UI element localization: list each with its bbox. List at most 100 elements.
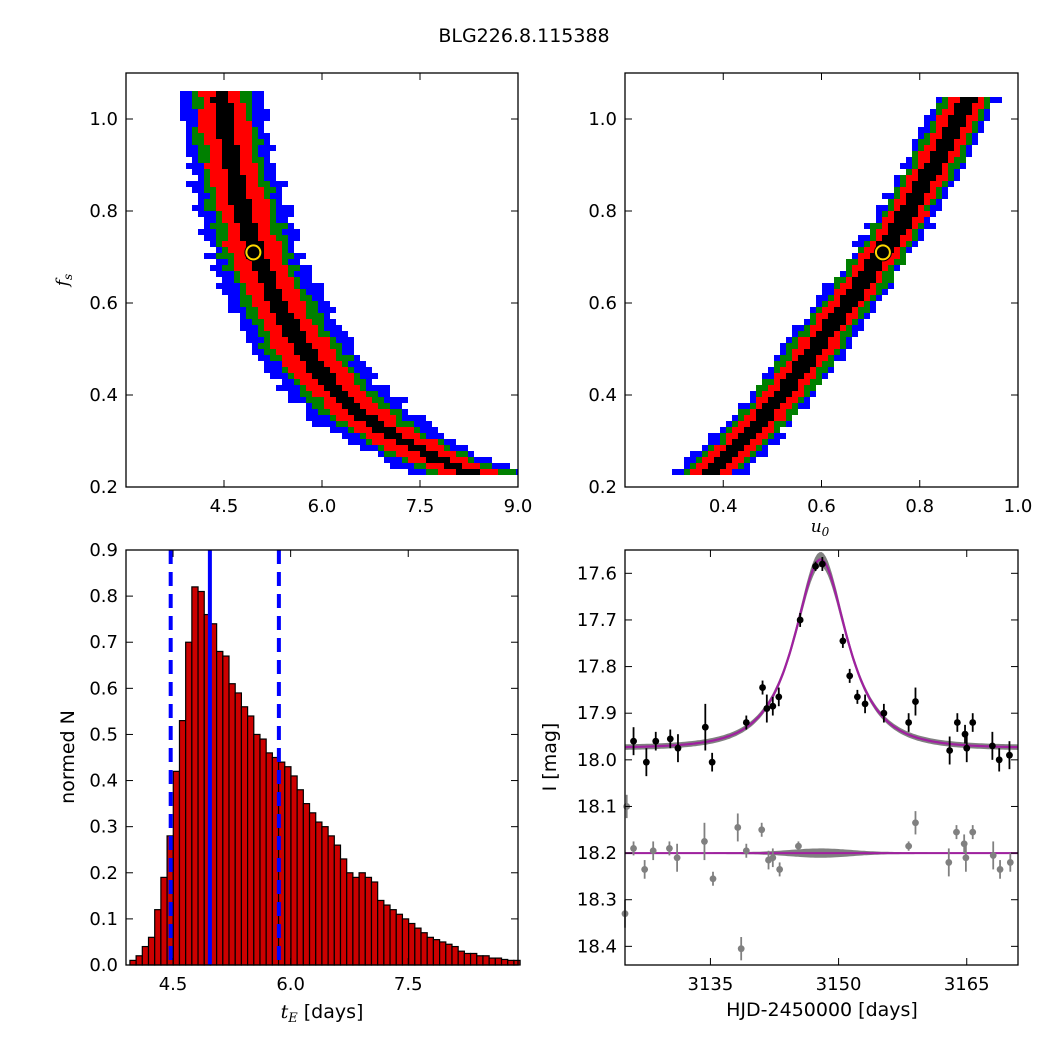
- histogram-bar: [377, 899, 385, 966]
- confidence-cell-1sigma: [228, 193, 246, 199]
- confidence-cell-1sigma: [882, 235, 900, 241]
- confidence-cell-1sigma: [888, 223, 912, 229]
- fs-vs-u0-ytick-label: 0.6: [588, 293, 617, 314]
- confidence-cell-1sigma: [822, 319, 846, 325]
- light-curve-ticks: 3135 3150 3165 17.6 17.7 17.8 17.9 18.0 18.1 18.2…: [577, 550, 1018, 995]
- histogram-bar: [147, 936, 156, 966]
- residual-point: [912, 819, 919, 827]
- confidence-cell-1sigma: [210, 97, 228, 103]
- confidence-cell-1sigma: [810, 337, 828, 343]
- confidence-cell-1sigma: [858, 271, 876, 277]
- fs-vs-tE-ylabel: fs: [53, 274, 75, 288]
- photometry-point: [995, 756, 1003, 764]
- fs-vs-tE-ylabel-base: f: [53, 277, 73, 288]
- fs-vs-tE-xtick-label: 7.5: [406, 496, 435, 517]
- histogram-bar: [308, 812, 317, 966]
- confidence-cell-1sigma: [810, 343, 828, 349]
- residual-point: [969, 828, 977, 836]
- confidence-cell-1sigma: [228, 175, 246, 181]
- confidence-cell-1sigma: [756, 409, 774, 415]
- confidence-cell-1sigma: [330, 391, 348, 397]
- residual-point: [962, 854, 970, 862]
- confidence-cell-1sigma: [234, 205, 252, 211]
- confidence-cell-1sigma: [234, 217, 252, 223]
- photometry-point: [666, 735, 674, 743]
- confidence-cell-1sigma: [324, 385, 342, 391]
- histogram-bar: [246, 715, 255, 966]
- light-curve-ytick-label: 17.8: [577, 657, 617, 678]
- residual-point: [734, 824, 742, 831]
- residual-point: [630, 845, 637, 852]
- histogram-bar: [383, 904, 391, 966]
- tE-histogram-ytick-label: 0.3: [89, 817, 118, 838]
- confidence-cell-1sigma: [894, 217, 912, 223]
- tE-histogram-xtick-label: 4.5: [159, 974, 188, 995]
- confidence-cell-1sigma: [918, 169, 942, 175]
- histogram-bar: [401, 918, 410, 966]
- confidence-cell-1sigma: [780, 385, 798, 391]
- histogram-bar: [240, 706, 249, 966]
- confidence-cell-1sigma: [960, 97, 978, 103]
- confidence-cell-1sigma: [228, 187, 246, 193]
- confidence-cell-1sigma: [780, 379, 798, 385]
- light-curve-ylabel: I [mag]: [539, 723, 561, 792]
- histogram-bar: [216, 650, 224, 966]
- confidence-cell-1sigma: [306, 361, 324, 367]
- tE-histogram-xlabel-sub: E: [287, 1011, 298, 1026]
- photometry-point: [988, 742, 996, 750]
- residual-point: [673, 854, 681, 862]
- photometry-point: [818, 560, 826, 568]
- confidence-cell-1sigma: [828, 313, 846, 319]
- residual-point: [641, 866, 649, 873]
- residual-point: [795, 842, 802, 850]
- confidence-cell-1sigma: [336, 397, 354, 403]
- confidence-cell-1sigma: [744, 427, 762, 433]
- light-curve-data: [621, 552, 1019, 961]
- light-curve-ytick-label: 17.6: [577, 563, 617, 584]
- confidence-cell-1sigma: [264, 283, 276, 289]
- histogram-bar: [259, 738, 267, 966]
- photometry-point: [763, 705, 771, 712]
- photometry-point: [880, 709, 888, 717]
- photometry-point: [652, 737, 660, 745]
- histogram-bar: [302, 803, 311, 966]
- confidence-cell-1sigma: [456, 469, 480, 475]
- fs-vs-tE-ytick-label: 0.4: [89, 385, 118, 406]
- confidence-cell-1sigma: [864, 265, 882, 271]
- residual-point: [649, 847, 657, 855]
- histogram-bar: [482, 955, 490, 966]
- confidence-cell-1sigma: [918, 175, 936, 181]
- light-curve-panel: 3135 3150 3165 17.6 17.7 17.8 17.9 18.0 18.1 18.2…: [539, 549, 1019, 1021]
- histogram-bar: [339, 858, 348, 966]
- photometry-point: [759, 684, 766, 691]
- confidence-cell-1sigma: [264, 289, 282, 295]
- confidence-cell-1sigma: [240, 229, 258, 235]
- histogram-bar: [389, 909, 397, 966]
- confidence-cell-1sigma: [294, 349, 318, 355]
- tE-histogram-xtick-label: 6.0: [276, 974, 305, 995]
- histogram-bar: [426, 936, 435, 966]
- confidence-cell-1sigma: [804, 349, 822, 355]
- histogram-bar: [439, 941, 447, 966]
- photometry-point: [674, 744, 682, 752]
- photometry-point: [642, 758, 650, 766]
- confidence-cell-1sigma: [906, 193, 924, 199]
- confidence-cell-1sigma: [930, 157, 948, 163]
- confidence-cell-1sigma: [426, 457, 450, 463]
- photometry-point: [853, 693, 861, 701]
- histogram-bar: [370, 881, 379, 966]
- confidence-cell-1sigma: [252, 259, 270, 265]
- fs-vs-tE-ytick-label: 0.8: [89, 201, 118, 222]
- residual-point: [776, 866, 784, 873]
- confidence-cell-1sigma: [282, 331, 306, 337]
- fs-vs-tE-xtick-label: 9.0: [504, 496, 533, 517]
- histogram-bar: [333, 844, 342, 966]
- residual-point: [989, 852, 997, 859]
- confidence-cell-1sigma: [930, 151, 948, 157]
- confidence-cell-1sigma: [444, 463, 462, 469]
- photometry-point: [701, 723, 709, 731]
- histogram-bar: [364, 876, 373, 966]
- fs-vs-u0-xtick-label: 1.0: [1004, 496, 1033, 517]
- confidence-cell-1sigma: [936, 145, 954, 151]
- confidence-cell-1sigma: [876, 241, 900, 247]
